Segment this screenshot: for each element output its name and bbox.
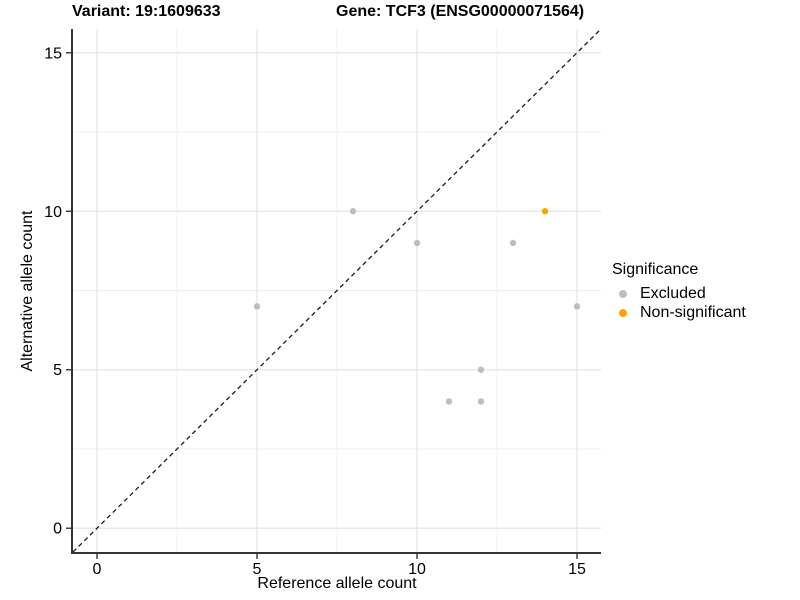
- legend-item-non-significant: Non-significant: [612, 303, 746, 322]
- plot-title-gene: Gene: TCF3 (ENSG00000071564): [336, 3, 585, 20]
- x-tick-label: 15: [568, 561, 586, 578]
- data-point-excluded: [573, 303, 581, 310]
- y-axis-title: Alternative allele count: [19, 210, 36, 372]
- legend-dot-excluded-icon: [619, 289, 627, 298]
- data-point-excluded: [413, 239, 421, 247]
- data-point-excluded: [477, 366, 485, 373]
- data-point-excluded: [509, 239, 517, 247]
- plot-title-variant: Variant: 19:1609633: [72, 3, 221, 20]
- legend-item-excluded: Excluded: [612, 284, 746, 303]
- y-tick-label: 10: [44, 204, 62, 221]
- legend-title: Significance: [612, 261, 699, 278]
- data-point-excluded: [477, 398, 485, 405]
- legend-label-excluded: Excluded: [640, 284, 706, 302]
- identity-line: [72, 28, 602, 553]
- x-axis-title: Reference allele count: [257, 575, 417, 592]
- x-tick-label: 10: [408, 561, 426, 578]
- data-point-non-significant: [541, 208, 549, 215]
- data-point-excluded: [253, 303, 261, 310]
- y-tick-label: 0: [53, 521, 62, 538]
- data-point-excluded: [445, 398, 453, 405]
- y-tick-label: 15: [44, 45, 62, 62]
- legend: Significance Excluded Non-significant: [612, 261, 746, 322]
- x-tick-label: 0: [93, 561, 102, 578]
- x-tick-label: 5: [253, 561, 262, 578]
- data-point-excluded: [349, 208, 357, 215]
- legend-dot-non-significant-icon: [619, 308, 627, 317]
- legend-label-non-significant: Non-significant: [640, 303, 746, 321]
- y-tick-label: 5: [53, 362, 62, 379]
